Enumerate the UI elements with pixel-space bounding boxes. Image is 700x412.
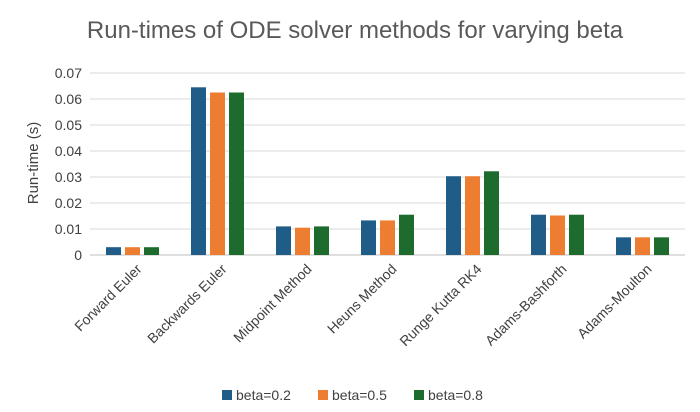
bar	[276, 226, 291, 255]
bar	[654, 237, 669, 255]
x-tick-labels: Forward Euler Backwards Euler Midpoint Met…	[71, 261, 654, 350]
bar	[550, 215, 565, 255]
bar	[399, 214, 414, 255]
y-tick-label: 0.04	[55, 143, 82, 159]
legend-swatch	[222, 390, 232, 400]
y-tick-label: 0.05	[55, 117, 82, 133]
bar	[314, 226, 329, 255]
y-axis-label: Run-time (s)	[25, 122, 42, 205]
bar	[380, 220, 395, 255]
x-tick-label: Adams-Moulton	[574, 261, 655, 342]
y-tick-label: 0.03	[55, 169, 82, 185]
bar	[484, 171, 499, 255]
gridlines	[90, 72, 685, 256]
bar	[106, 247, 121, 255]
bar	[295, 227, 310, 255]
bar	[446, 176, 461, 255]
bar	[125, 247, 140, 255]
bar	[569, 214, 584, 255]
legend-swatch	[318, 390, 328, 400]
bar	[361, 220, 376, 255]
legend-label: beta=0.8	[428, 387, 483, 403]
bar	[531, 214, 546, 255]
legend: beta=0.2 beta=0.5 beta=0.8	[222, 387, 483, 403]
y-tick-label: 0.07	[55, 65, 82, 81]
y-tick-labels: 0 0.01 0.02 0.03 0.04 0.05 0.06 0.07	[55, 65, 82, 263]
x-tick-label: Adams-Bashforth	[482, 261, 570, 349]
x-tick-label: Runge Kutta RK4	[396, 261, 485, 350]
bar	[210, 92, 225, 255]
chart-title: Run-times of ODE solver methods for vary…	[87, 17, 624, 44]
bar	[191, 87, 206, 255]
y-tick-label: 0	[74, 247, 82, 263]
x-tick-label: Backwards Euler	[144, 261, 230, 347]
bar	[144, 247, 159, 255]
y-tick-label: 0.01	[55, 221, 82, 237]
y-tick-label: 0.06	[55, 91, 82, 107]
x-tick-label: Heuns Method	[324, 261, 400, 337]
legend-label: beta=0.5	[332, 387, 387, 403]
bar	[635, 237, 650, 255]
bars	[106, 87, 669, 255]
bar	[229, 92, 244, 255]
bar	[465, 176, 480, 255]
legend-label: beta=0.2	[236, 387, 291, 403]
y-tick-label: 0.02	[55, 195, 82, 211]
x-tick-label: Forward Euler	[71, 261, 145, 335]
legend-swatch	[414, 390, 424, 400]
x-tick-label: Midpoint Method	[230, 261, 315, 346]
bar	[616, 237, 631, 255]
